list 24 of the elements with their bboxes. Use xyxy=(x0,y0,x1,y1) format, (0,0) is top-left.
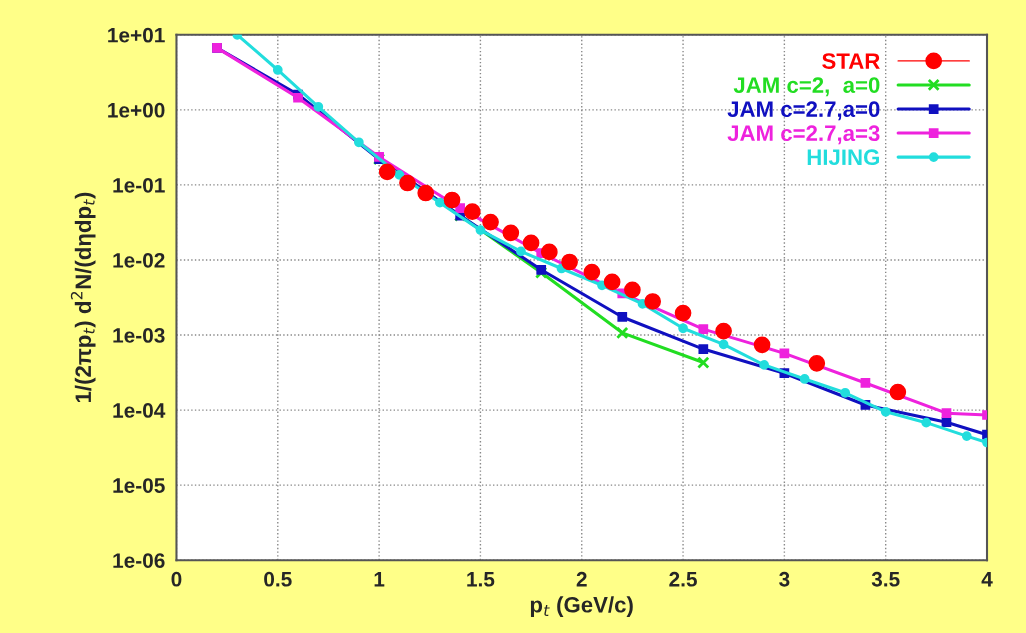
y-tick-label: 1e+00 xyxy=(108,102,165,118)
legend-label: STAR xyxy=(822,53,880,69)
x-axis-title: p$_{t}$ (GeV/c) xyxy=(530,596,633,618)
legend-label: JAM c=2.7,a=0 xyxy=(727,101,880,121)
x-tick-label: 1 xyxy=(374,572,385,587)
x-tick-label: 4 xyxy=(981,572,993,587)
y-tick-label: 1e-02 xyxy=(113,252,165,268)
x-tick-label: 2.5 xyxy=(669,571,697,587)
legend-label: JAM c=2, a=0 xyxy=(733,77,880,97)
y-tick-label: 1e-03 xyxy=(113,328,165,343)
y-tick-label: 1e-04 xyxy=(113,403,166,418)
y-tick-label: 1e-06 xyxy=(113,553,165,568)
x-tick-label: 0.5 xyxy=(264,571,292,587)
y-tick-label: 1e+01 xyxy=(108,27,165,43)
x-tick-label: 2 xyxy=(576,571,587,587)
legend-label: HIJING xyxy=(807,149,879,166)
y-tick-label: 1e-01 xyxy=(113,177,165,193)
y-tick-label: 1e-05 xyxy=(113,478,165,493)
x-tick-label: 3 xyxy=(779,571,790,587)
x-tick-label: 0 xyxy=(171,571,182,587)
legend-label: JAM c=2.7,a=3 xyxy=(727,125,880,145)
y-axis-title: 1/(2πp$_{t}$) d$^{2}$N/(dηdp$_{t}$) xyxy=(70,192,96,403)
x-tick-label: 3.5 xyxy=(871,571,900,587)
x-tick-label: 1.5 xyxy=(467,572,495,587)
